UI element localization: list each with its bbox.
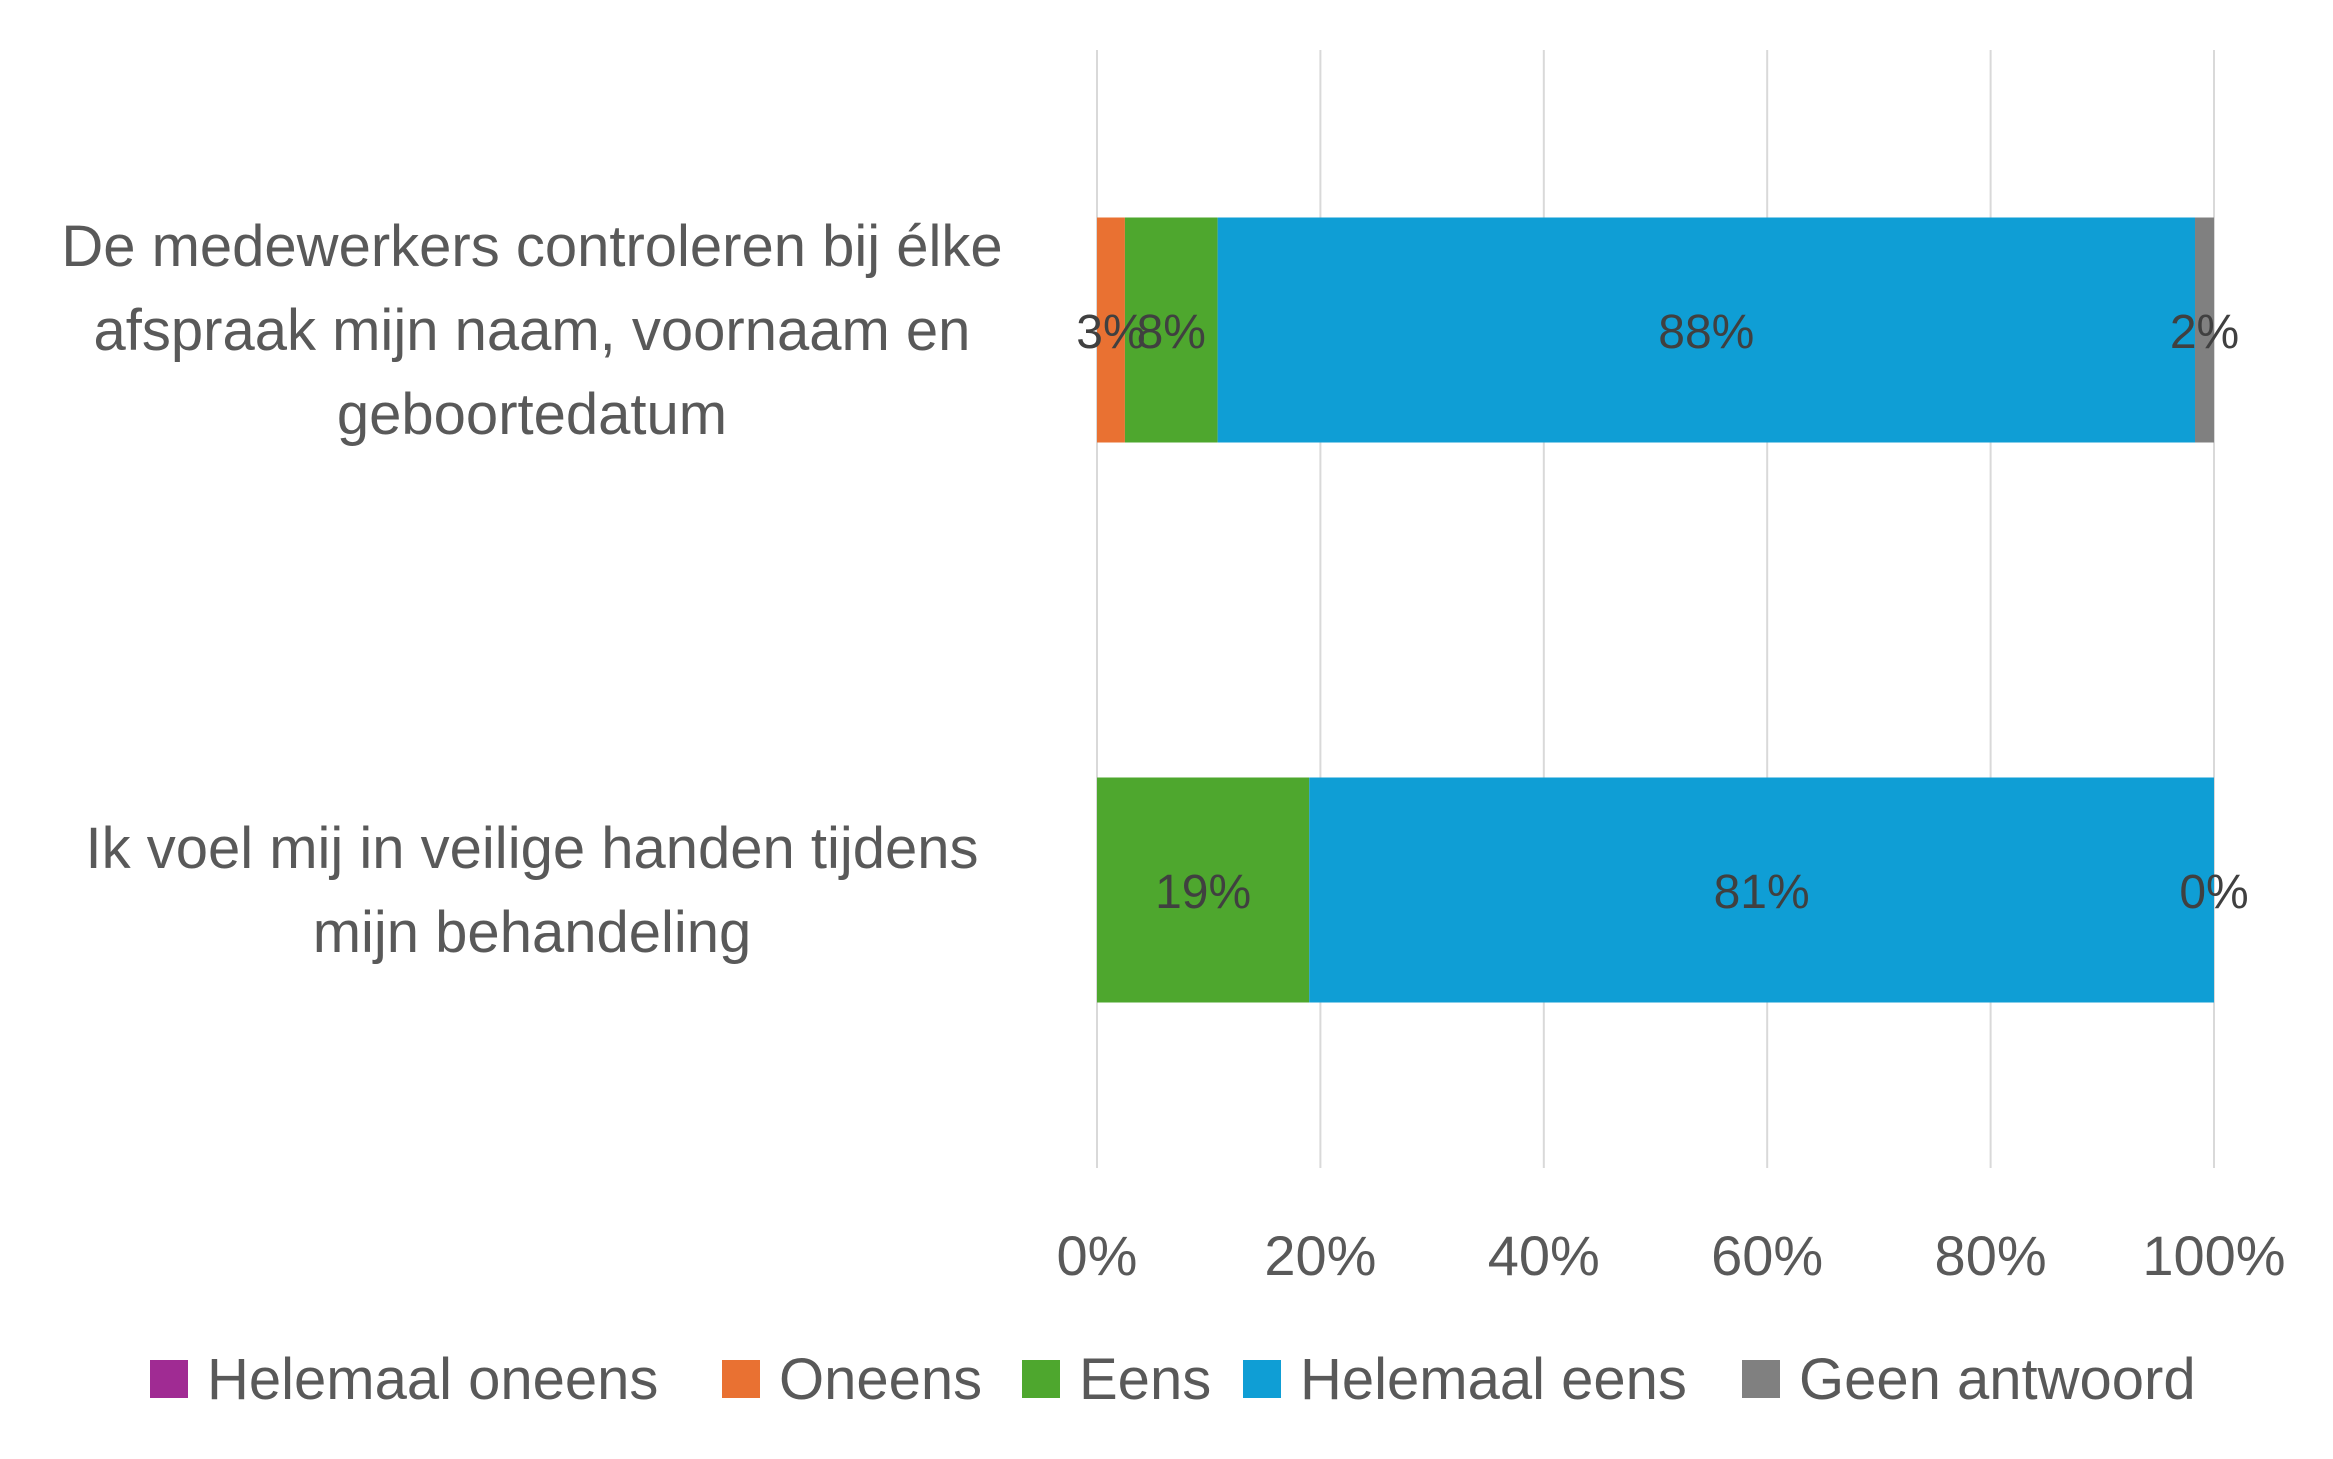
legend-label: Oneens: [779, 1347, 982, 1412]
x-tick-label: 40%: [1488, 1224, 1600, 1287]
legend-label: Geen antwoord: [1799, 1347, 2196, 1412]
x-tick-label: 0%: [1057, 1224, 1138, 1287]
legend-swatch: [150, 1360, 188, 1398]
data-label: 81%: [1714, 866, 1810, 919]
category-label-line: afspraak mijn naam, voornaam en: [94, 298, 971, 363]
legend-label: Eens: [1079, 1347, 1211, 1412]
category-label: De medewerkers controleren bij élke afspr…: [61, 214, 1002, 447]
data-label: 88%: [1658, 306, 1754, 359]
bar-segment: [1309, 777, 2214, 1003]
category-label-line: Ik voel mij in veilige handen tijdens: [85, 816, 978, 881]
category-label: Ik voel mij in veilige handen tijdens mij…: [85, 816, 978, 965]
category-label-line: mijn behandeling: [313, 900, 752, 965]
x-tick-label: 80%: [1935, 1224, 2047, 1287]
legend-swatch: [1742, 1360, 1780, 1398]
legend-swatch: [1243, 1360, 1281, 1398]
data-label: 2%: [2170, 306, 2239, 359]
legend: Helemaal oneens Oneens Eens Helemaal eens Ge…: [150, 1347, 2196, 1412]
data-label: 0%: [2179, 866, 2248, 919]
category-label-line: geboortedatum: [337, 382, 727, 447]
bar-segment: [2195, 217, 2214, 443]
category-label-line: De medewerkers controleren bij élke: [61, 214, 1002, 279]
data-labels: 3%8% 88% 2% 19% 81% 0%: [1076, 306, 2248, 919]
bar-segment: [1217, 217, 2196, 443]
legend-swatch: [722, 1360, 760, 1398]
x-axis-tick-labels: 0% 20% 40% 60% 80% 100%: [1057, 1224, 2286, 1287]
data-label: 19%: [1155, 866, 1251, 919]
data-label: 8%: [1137, 306, 1206, 359]
category-labels: De medewerkers controleren bij élke afspr…: [61, 214, 1002, 965]
x-tick-label: 60%: [1711, 1224, 1823, 1287]
bars: [1097, 217, 2214, 1003]
bar-segment: [1097, 777, 1310, 1003]
data-label: 3%: [1076, 306, 1145, 359]
x-tick-label: 100%: [2142, 1224, 2285, 1287]
legend-swatch: [1022, 1360, 1060, 1398]
legend-label: Helemaal eens: [1300, 1347, 1687, 1412]
x-tick-label: 20%: [1264, 1224, 1376, 1287]
legend-label: Helemaal oneens: [207, 1347, 658, 1412]
bar-segment: [1124, 217, 1218, 443]
bar-segment: [1097, 217, 1125, 443]
